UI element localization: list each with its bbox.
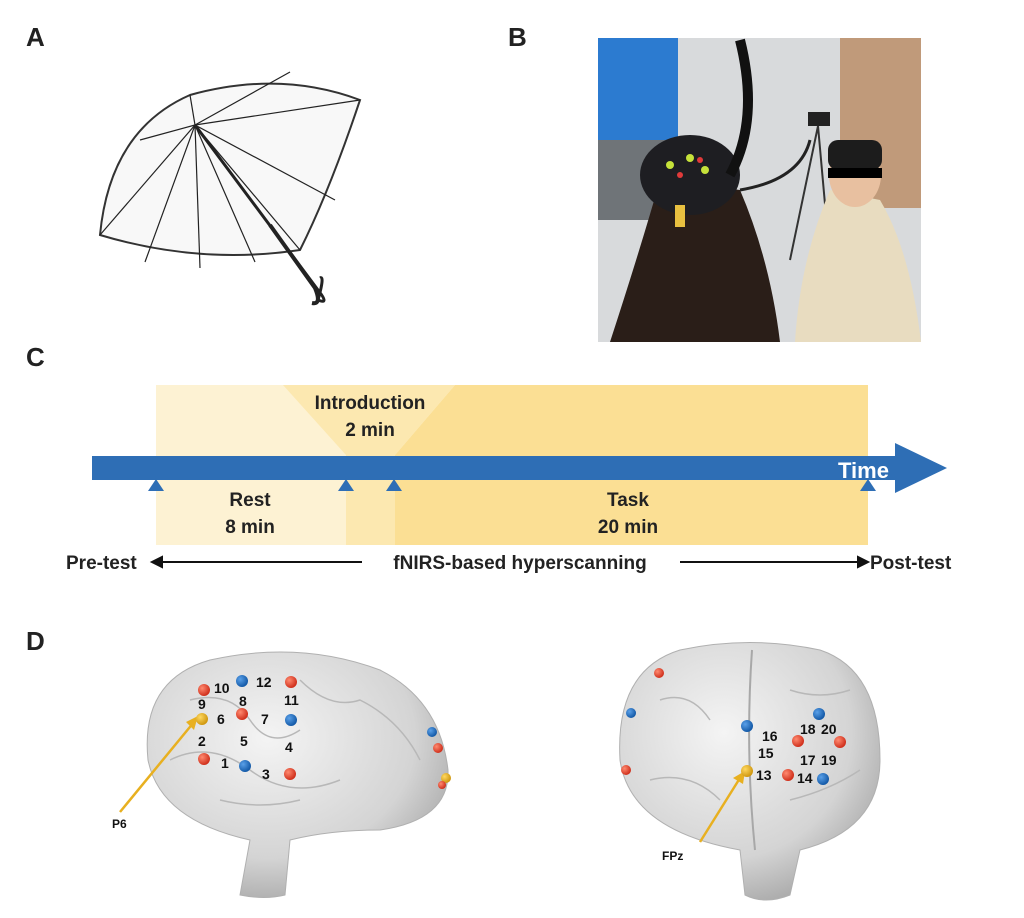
channel-label: 9 [198, 696, 206, 712]
task-duration: 20 min [598, 517, 658, 538]
channel-label: 2 [198, 733, 206, 749]
umbrella-illustration [98, 71, 362, 306]
channel-label: 3 [262, 766, 270, 782]
channel-label: 13 [756, 767, 772, 783]
rest-title: Rest [229, 490, 271, 511]
panel-label-b: B [508, 22, 527, 52]
channel-label: 10 [214, 680, 230, 696]
channel-label: 6 [217, 711, 225, 727]
experiment-photo [598, 38, 921, 342]
p6-label: P6 [112, 817, 127, 831]
introduction-duration: 2 min [345, 420, 395, 441]
task-title: Task [607, 490, 649, 511]
channel-label: 8 [239, 693, 247, 709]
pre-test-label: Pre-test [66, 553, 137, 574]
channel-label: 16 [762, 728, 778, 744]
panel-label-d: D [26, 626, 45, 656]
rest-duration: 8 min [225, 517, 275, 538]
channel-label: 1 [221, 755, 229, 771]
time-arrow [92, 456, 902, 480]
timeline-diagram: Time Introduction 2 min Rest 8 min Task … [66, 385, 952, 574]
channel-label: 17 [800, 752, 816, 768]
channel-label: 11 [284, 692, 299, 708]
brain-frontal-view: FPz 13 14 15 16 17 18 19 20 [619, 642, 881, 901]
channel-label: 18 [800, 721, 816, 737]
channel-label: 12 [256, 674, 272, 690]
channel-label: 15 [758, 745, 774, 761]
channel-label: 4 [285, 739, 293, 755]
time-markers [148, 479, 876, 491]
time-label: Time [838, 458, 889, 483]
channel-label: 14 [797, 770, 813, 786]
double-arrow [149, 555, 871, 569]
channel-label: 7 [261, 711, 269, 727]
post-test-label: Post-test [870, 553, 952, 574]
fpz-label: FPz [662, 849, 683, 863]
panel-label-c: C [26, 342, 45, 372]
introduction-title: Introduction [315, 393, 426, 414]
channel-label: 20 [821, 721, 837, 737]
hyperscanning-label: fNIRS-based hyperscanning [393, 553, 646, 574]
brain-lateral-view: P6 1 2 3 4 5 6 7 8 9 10 11 12 [112, 651, 451, 898]
channel-label: 19 [821, 752, 837, 768]
channel-label: 5 [240, 733, 248, 749]
panel-label-a: A [26, 22, 45, 52]
